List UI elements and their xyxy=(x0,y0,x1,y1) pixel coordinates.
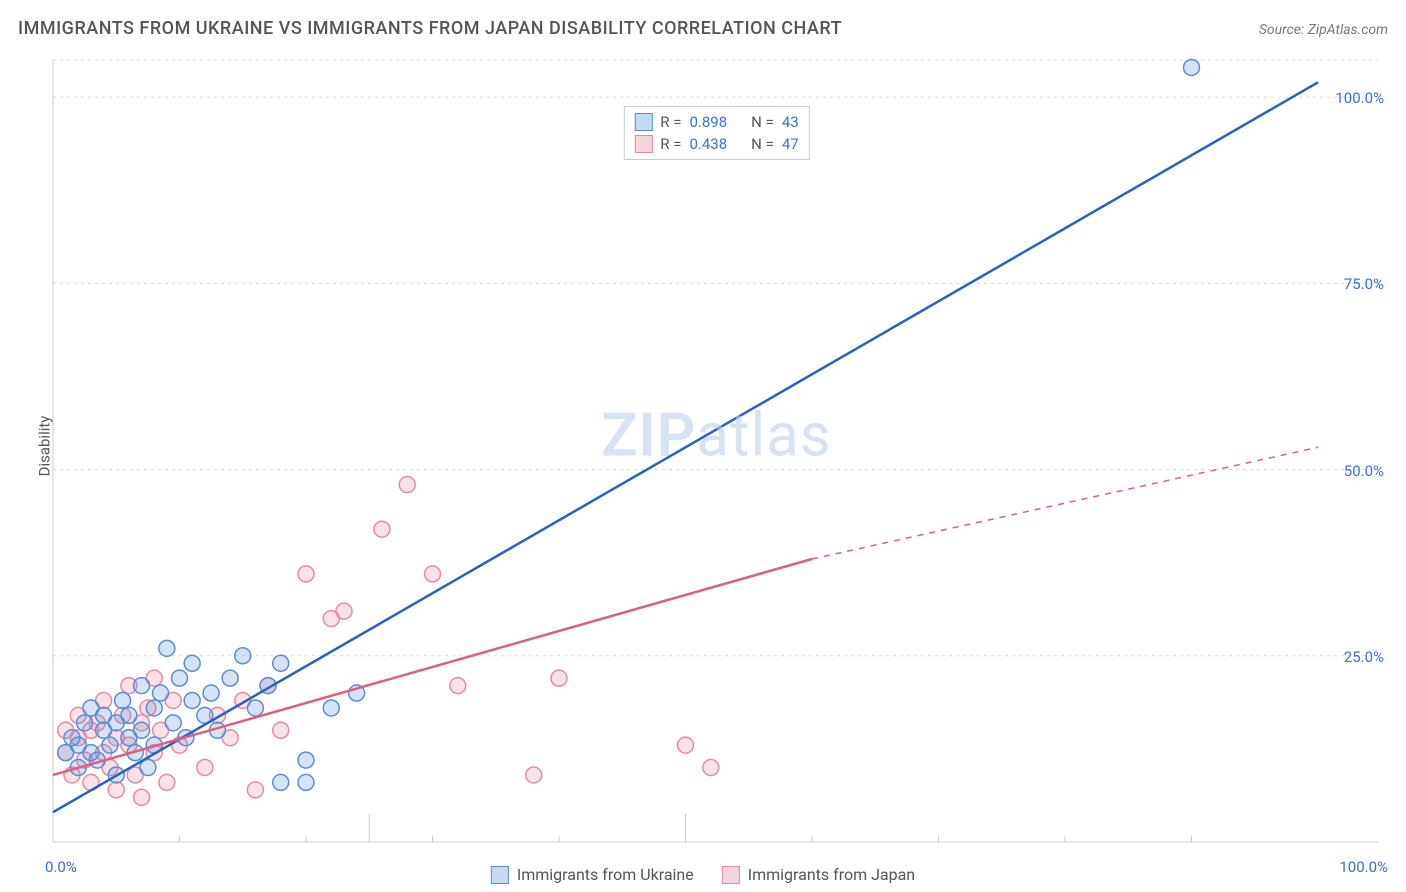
y-tick-label: 25.0% xyxy=(1344,648,1384,666)
y-tick-label: 50.0% xyxy=(1344,462,1384,480)
r-value: 0.898 xyxy=(689,113,727,131)
source-label: Source: ZipAtlas.com xyxy=(1259,22,1388,38)
x-tick-label: 0.0% xyxy=(45,858,77,876)
y-tick-label: 75.0% xyxy=(1344,275,1384,293)
r-label: R = xyxy=(660,113,681,131)
n-label: N = xyxy=(751,135,774,153)
legend-series: Immigrants from Ukraine Immigrants from … xyxy=(491,865,915,884)
legend-label: Immigrants from Japan xyxy=(748,865,915,884)
r-value: 0.438 xyxy=(689,135,727,153)
chart-header: IMMIGRANTS FROM UKRAINE VS IMMIGRANTS FR… xyxy=(18,18,1388,39)
legend-item-ukraine: Immigrants from Ukraine xyxy=(491,865,694,884)
chart-title: IMMIGRANTS FROM UKRAINE VS IMMIGRANTS FR… xyxy=(18,18,842,39)
n-label: N = xyxy=(751,113,774,131)
r-label: R = xyxy=(660,135,681,153)
y-tick-label: 100.0% xyxy=(1335,89,1384,107)
legend-label: Immigrants from Ukraine xyxy=(517,865,694,884)
legend-stats-row: R = 0.438 N = 47 xyxy=(634,133,798,155)
legend-swatch-japan xyxy=(722,866,740,884)
chart-container: ZIPatlas R = 0.898 N = 43 R = 0.438 N = … xyxy=(45,50,1388,852)
legend-stats-row: R = 0.898 N = 43 xyxy=(634,111,798,133)
legend-swatch-japan xyxy=(634,135,652,153)
legend-stats-box: R = 0.898 N = 43 R = 0.438 N = 47 xyxy=(623,106,809,160)
x-tick-label: 100.0% xyxy=(1339,858,1388,876)
legend-swatch-ukraine xyxy=(634,113,652,131)
n-value: 47 xyxy=(782,135,799,153)
n-value: 43 xyxy=(782,113,799,131)
scatter-chart xyxy=(45,50,1388,852)
legend-swatch-ukraine xyxy=(491,866,509,884)
legend-item-japan: Immigrants from Japan xyxy=(722,865,915,884)
